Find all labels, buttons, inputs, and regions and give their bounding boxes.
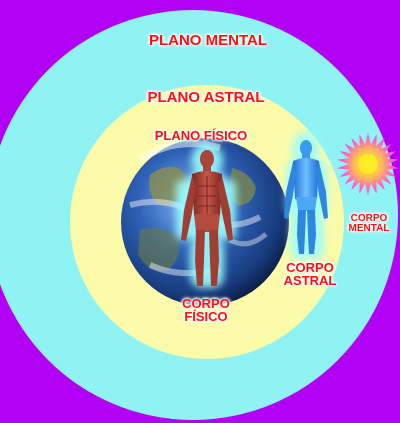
mental-body-star-core <box>358 154 378 174</box>
corpo-astral-label: CORPO ASTRAL <box>283 260 337 289</box>
physical-body-figure <box>181 150 233 286</box>
mental-body-star <box>337 133 399 195</box>
corpo-mental-label: CORPO MENTAL <box>348 213 390 235</box>
plano-mental-label: PLANO MENTAL <box>148 32 268 49</box>
corpo-fisico-label: CORPO FÍSICO <box>182 296 230 325</box>
astral-body-figure <box>284 140 328 254</box>
plano-astral-label: PLANO ASTRAL <box>147 89 265 106</box>
plano-fisico-label: PLANO FÍSICO <box>154 128 248 143</box>
